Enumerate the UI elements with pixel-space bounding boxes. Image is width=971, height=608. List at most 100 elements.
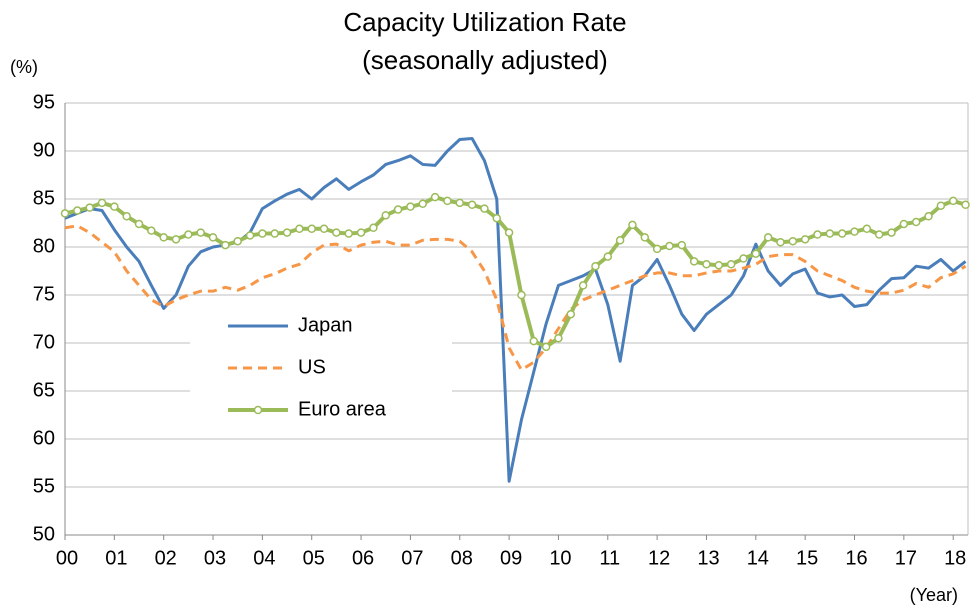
y-tick-label: 85 bbox=[33, 187, 55, 209]
x-tick-label: 13 bbox=[697, 547, 719, 569]
legend-label: Euro area bbox=[298, 398, 387, 420]
x-tick-label: 04 bbox=[253, 547, 275, 569]
point bbox=[467, 200, 477, 210]
point bbox=[159, 233, 168, 242]
x-tick-label: 08 bbox=[451, 547, 473, 569]
point bbox=[208, 233, 218, 242]
x-tick-label: 07 bbox=[401, 547, 423, 569]
x-tick-label: 18 bbox=[944, 547, 966, 569]
y-axis-label: (%) bbox=[10, 57, 38, 77]
y-tick-label: 80 bbox=[33, 235, 55, 257]
point bbox=[566, 309, 576, 319]
point bbox=[591, 261, 600, 271]
point bbox=[751, 249, 761, 258]
point bbox=[665, 241, 674, 251]
point bbox=[936, 201, 946, 210]
point bbox=[615, 236, 625, 245]
point bbox=[73, 206, 82, 215]
x-tick-label: 05 bbox=[303, 547, 325, 569]
x-tick-label: 06 bbox=[352, 547, 374, 569]
y-tick-label: 70 bbox=[33, 331, 55, 353]
legend-label: US bbox=[298, 356, 326, 378]
point bbox=[899, 219, 909, 229]
x-tick-label: 17 bbox=[895, 547, 917, 569]
x-tick-label: 00 bbox=[56, 547, 78, 569]
point bbox=[628, 220, 637, 230]
x-tick-label: 16 bbox=[845, 547, 867, 569]
x-tick-label: 10 bbox=[549, 547, 571, 569]
point bbox=[640, 233, 650, 242]
point bbox=[233, 236, 242, 246]
point bbox=[171, 235, 181, 244]
legend-marker bbox=[253, 405, 263, 415]
point bbox=[517, 290, 526, 300]
series-line bbox=[64, 137, 967, 483]
point bbox=[356, 228, 366, 237]
point bbox=[800, 235, 810, 244]
point bbox=[739, 254, 748, 263]
x-tick-label: 15 bbox=[796, 547, 818, 569]
y-tick-label: 50 bbox=[33, 523, 55, 545]
point bbox=[393, 205, 403, 214]
chart-subtitle: (seasonally adjusted) bbox=[362, 45, 608, 75]
point bbox=[702, 260, 711, 269]
point bbox=[961, 200, 970, 210]
point bbox=[874, 230, 884, 239]
y-tick-label: 75 bbox=[33, 283, 55, 305]
point bbox=[406, 202, 415, 211]
y-tick-label: 65 bbox=[33, 379, 55, 401]
point bbox=[455, 198, 465, 208]
point bbox=[541, 342, 551, 352]
point bbox=[837, 229, 847, 238]
x-tick-label: 12 bbox=[648, 547, 670, 569]
point bbox=[726, 260, 736, 269]
point bbox=[134, 219, 144, 229]
point bbox=[430, 192, 440, 202]
point bbox=[677, 240, 687, 250]
point bbox=[245, 231, 255, 240]
point bbox=[97, 198, 107, 208]
x-axis-label: (Year) bbox=[910, 585, 958, 605]
y-tick-label: 55 bbox=[33, 475, 55, 497]
point bbox=[282, 228, 292, 237]
point bbox=[911, 217, 921, 227]
series-line bbox=[64, 224, 967, 372]
point bbox=[825, 229, 835, 238]
x-tick-label: 09 bbox=[500, 547, 522, 569]
point bbox=[60, 209, 70, 218]
point bbox=[554, 333, 563, 343]
x-tick-label: 11 bbox=[599, 547, 620, 569]
point bbox=[652, 244, 662, 254]
point bbox=[196, 228, 205, 237]
point bbox=[776, 237, 785, 247]
point bbox=[850, 227, 859, 236]
point bbox=[122, 212, 131, 221]
y-tick-label: 90 bbox=[33, 139, 55, 161]
point bbox=[578, 281, 588, 290]
point bbox=[924, 212, 933, 221]
point bbox=[418, 199, 427, 209]
point bbox=[85, 203, 94, 212]
point bbox=[381, 211, 390, 220]
point bbox=[184, 230, 193, 239]
point bbox=[887, 228, 896, 237]
point bbox=[344, 229, 353, 238]
chart-title: Capacity Utilization Rate bbox=[343, 7, 626, 37]
point bbox=[603, 252, 613, 261]
point bbox=[714, 260, 724, 270]
legend-label: Japan bbox=[298, 314, 353, 336]
x-tick-label: 02 bbox=[155, 547, 177, 569]
point bbox=[689, 257, 699, 266]
point bbox=[504, 228, 514, 237]
point bbox=[492, 213, 502, 223]
point bbox=[862, 224, 872, 234]
point bbox=[480, 204, 489, 213]
point bbox=[763, 233, 773, 242]
point bbox=[813, 230, 822, 239]
point bbox=[529, 336, 539, 346]
point bbox=[258, 229, 267, 238]
point bbox=[319, 224, 329, 234]
x-tick-label: 03 bbox=[204, 547, 226, 569]
point bbox=[307, 224, 316, 234]
